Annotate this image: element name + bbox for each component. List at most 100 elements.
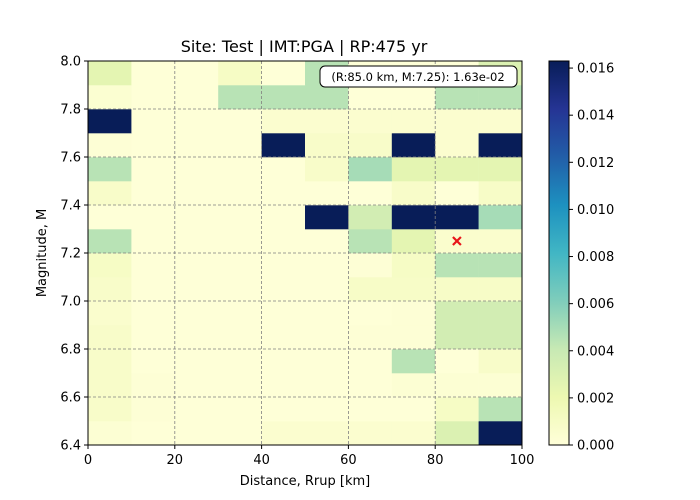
heatmap-cell xyxy=(174,325,219,350)
heatmap-cell xyxy=(348,157,393,182)
heatmap-cell xyxy=(88,181,132,206)
heatmap-cell xyxy=(305,301,349,326)
heatmap-cell xyxy=(131,301,176,326)
heatmap-cell xyxy=(305,373,349,398)
heatmap-cell xyxy=(174,205,219,230)
heatmap-cell xyxy=(261,61,306,86)
heatmap-cell xyxy=(435,109,479,134)
heatmap-cell xyxy=(478,253,523,278)
heatmap-cell xyxy=(131,85,176,110)
heatmap-cell xyxy=(261,421,306,446)
heatmap-cell xyxy=(131,349,176,374)
heatmap-cell xyxy=(391,349,436,374)
heatmap-cell xyxy=(478,205,523,230)
colorbar-tick-label: 0.002 xyxy=(577,391,614,406)
heatmap-cell xyxy=(305,157,349,182)
heatmap-cell xyxy=(218,205,262,230)
heatmap-cell xyxy=(261,181,306,206)
colorbar-tick-label: 0.004 xyxy=(577,344,614,359)
x-tick-label: 20 xyxy=(167,453,184,468)
heatmap-cell xyxy=(478,421,523,446)
heatmap-cell xyxy=(391,421,436,446)
colorbar-tick-label: 0.014 xyxy=(577,109,614,124)
heatmap-cell xyxy=(348,133,393,158)
heatmap-cell xyxy=(348,421,393,446)
heatmap-cell xyxy=(305,181,349,206)
heatmap-cell xyxy=(218,421,262,446)
y-axis-label: Magnitude, M xyxy=(35,209,50,297)
y-tick-label: 7.4 xyxy=(60,199,81,214)
heatmap-cell xyxy=(478,229,523,254)
heatmap-cell xyxy=(131,373,176,398)
heatmap-cell xyxy=(174,421,219,446)
heatmap-cell xyxy=(174,133,219,158)
heatmap-cell xyxy=(174,397,219,422)
colorbar-tick-label: 0.008 xyxy=(577,250,614,265)
heatmap-cell xyxy=(348,205,393,230)
heatmap-cell xyxy=(88,85,132,110)
heatmap-cell xyxy=(478,157,523,182)
heatmap-cell xyxy=(391,157,436,182)
heatmap-cell xyxy=(131,133,176,158)
heatmap-cell xyxy=(348,277,393,302)
heatmap-cell xyxy=(478,349,523,374)
heatmap-cell xyxy=(435,253,479,278)
heatmap-cell xyxy=(478,109,523,134)
heatmap-cell xyxy=(88,325,132,350)
heatmap-cell xyxy=(88,157,132,182)
heatmap-cell xyxy=(305,85,349,110)
heatmap-cell xyxy=(435,133,479,158)
heatmap-cell xyxy=(435,421,479,446)
heatmap-cell xyxy=(391,325,436,350)
heatmap-cell xyxy=(174,301,219,326)
heatmap-cell xyxy=(305,205,349,230)
x-tick-label: 40 xyxy=(253,453,270,468)
heatmap-cell xyxy=(218,301,262,326)
y-tick-label: 7.0 xyxy=(60,295,81,310)
heatmap-cell xyxy=(348,85,393,110)
heatmap-cell xyxy=(131,205,176,230)
heatmap-cell xyxy=(391,109,436,134)
heatmap-cell xyxy=(391,373,436,398)
heatmap-cell xyxy=(348,181,393,206)
y-tick-label: 6.8 xyxy=(60,343,81,358)
heatmap-cell xyxy=(174,349,219,374)
heatmap-cell xyxy=(218,277,262,302)
heatmap-cell xyxy=(131,157,176,182)
heatmap-cell xyxy=(305,253,349,278)
heatmap-cell xyxy=(218,253,262,278)
heatmap-cell xyxy=(218,325,262,350)
colorbar-tick-label: 0.016 xyxy=(577,62,614,77)
heatmap-cell xyxy=(305,133,349,158)
heatmap-cell xyxy=(261,85,306,110)
heatmap-cell xyxy=(131,421,176,446)
y-axis-ticks: 6.4 6.6 6.8 7.0 7.2 7.4 7.6 7.8 8.0 xyxy=(60,55,88,454)
heatmap-cell xyxy=(218,181,262,206)
heatmap-cell xyxy=(435,349,479,374)
heatmap-cell xyxy=(391,181,436,206)
heatmap-cell xyxy=(391,277,436,302)
colorbar-tick-label: 0.012 xyxy=(577,156,614,171)
heatmap-cell xyxy=(174,229,219,254)
heatmap-cell xyxy=(218,349,262,374)
heatmap-cell xyxy=(261,133,306,158)
heatmap-cell xyxy=(131,229,176,254)
heatmap-cell xyxy=(391,253,436,278)
heatmap-cell xyxy=(391,133,436,158)
colorbar-ticks: 0.000 0.002 0.004 0.006 0.008 0.010 0.012 0.014… xyxy=(569,62,614,454)
x-tick-label: 0 xyxy=(84,453,92,468)
heatmap-cell xyxy=(435,397,479,422)
marker-x xyxy=(452,236,462,246)
heatmap-cell xyxy=(261,373,306,398)
heatmap-cell xyxy=(88,373,132,398)
heatmap-cell xyxy=(261,205,306,230)
y-tick-label: 6.6 xyxy=(60,391,81,406)
heatmap-cell xyxy=(348,253,393,278)
heatmap-cell xyxy=(478,373,523,398)
colorbar-tick-label: 0.000 xyxy=(577,439,614,454)
colorbar xyxy=(548,60,570,446)
chart-title: Site: Test | IMT:PGA | RP:475 yr xyxy=(181,37,428,56)
heatmap-cell xyxy=(348,349,393,374)
heatmap-cell xyxy=(435,325,479,350)
